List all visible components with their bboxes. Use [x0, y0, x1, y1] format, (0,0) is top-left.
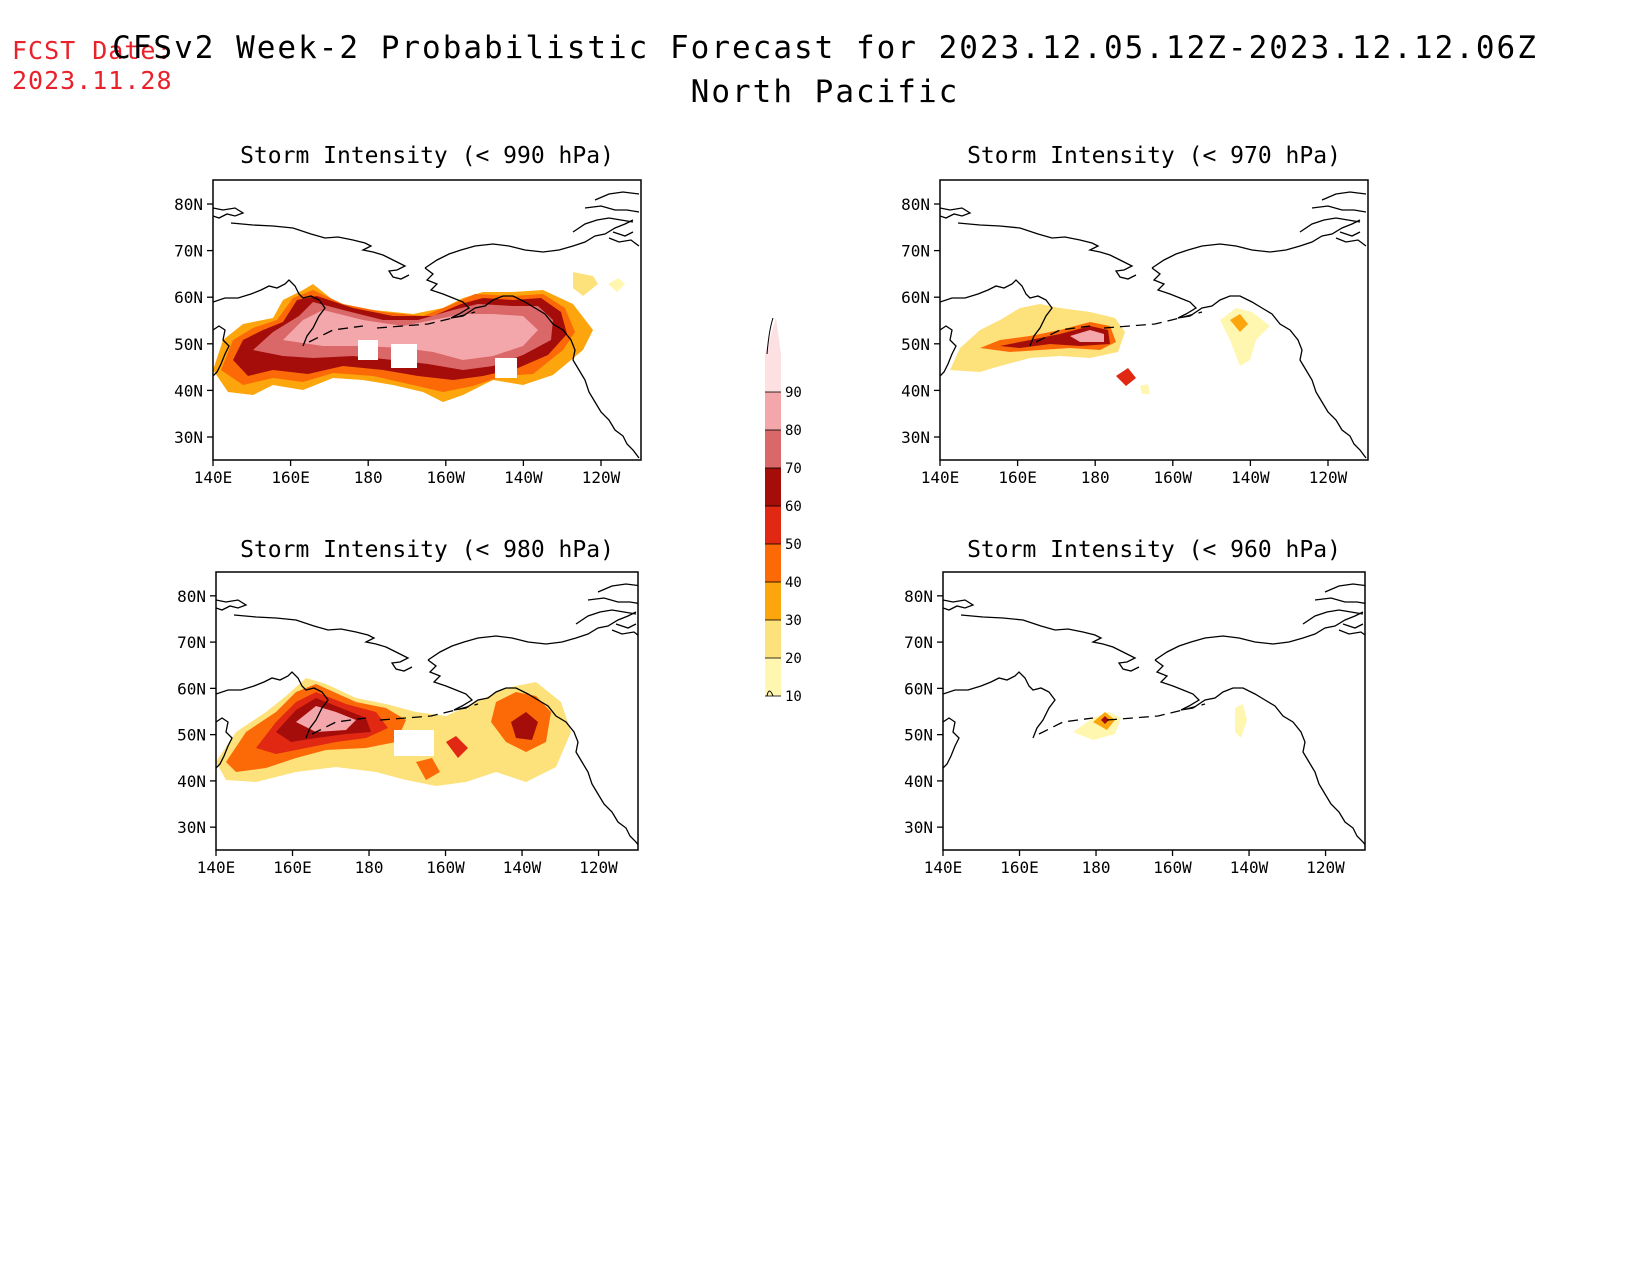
colorbar-label-10: 10 [785, 689, 802, 705]
colorbar-swatch-7 [765, 430, 781, 468]
panel-title-960: Storm Intensity (< 960 hPa) [967, 537, 1341, 563]
region-subtitle: North Pacific [690, 74, 960, 110]
map-panel-960 [942, 571, 1366, 851]
lat-label-60n: 60N [904, 679, 933, 698]
lat-label-80n: 80N [904, 587, 933, 606]
panel-title-990: Storm Intensity (< 990 hPa) [240, 143, 614, 169]
lat-label-70n: 70N [174, 242, 203, 261]
lon-label-120w: 120W [579, 858, 618, 877]
colorbar-bottom-end [766, 690, 774, 697]
colorbar: 10 20 30 40 50 60 70 80 90 [765, 317, 802, 705]
lat-label-60n: 60N [901, 288, 930, 307]
axis-ticks: 80N 70N 60N 50N 40N 30N 140E 160E 180 160W 140W 120… [174, 195, 1348, 877]
lon-label-140w: 140W [503, 858, 542, 877]
colorbar-label-70: 70 [785, 461, 802, 477]
lon-label-140w: 140W [1231, 468, 1270, 487]
map-frame [212, 179, 642, 461]
lon-label-180: 180 [355, 858, 384, 877]
colorbar-label-40: 40 [785, 575, 802, 591]
map-frame [939, 179, 1369, 461]
fcst-date-value: 2023.11.28 [12, 66, 173, 95]
lat-label-80n: 80N [174, 195, 203, 214]
lon-label-140w: 140W [504, 468, 543, 487]
colorbar-top-end [765, 318, 781, 354]
map-frame [215, 571, 639, 851]
lat-label-50n: 50N [901, 335, 930, 354]
lon-label-160e: 160E [273, 858, 312, 877]
colorbar-swatch-3 [765, 582, 781, 620]
lat-label-70n: 70N [177, 633, 206, 652]
colorbar-label-50: 50 [785, 537, 802, 553]
lat-label-80n: 80N [177, 587, 206, 606]
lat-label-80n: 80N [901, 195, 930, 214]
lon-label-160e: 160E [1000, 858, 1039, 877]
lat-label-30n: 30N [174, 428, 203, 447]
lon-label-140e: 140E [924, 858, 963, 877]
lon-label-160w: 160W [426, 858, 465, 877]
map-panel-980 [215, 571, 639, 851]
lon-label-160e: 160E [998, 468, 1037, 487]
colorbar-label-60: 60 [785, 499, 802, 515]
colorbar-swatch-4 [765, 544, 781, 582]
lon-label-180: 180 [1082, 858, 1111, 877]
panel-title-970: Storm Intensity (< 970 hPa) [967, 143, 1341, 169]
lat-label-50n: 50N [174, 335, 203, 354]
lon-label-160w: 160W [1154, 468, 1193, 487]
lon-label-120w: 120W [1309, 468, 1348, 487]
lat-label-50n: 50N [904, 726, 933, 745]
lon-label-120w: 120W [1306, 858, 1345, 877]
lon-label-160w: 160W [427, 468, 466, 487]
lat-label-30n: 30N [177, 818, 206, 837]
lat-label-40n: 40N [174, 381, 203, 400]
colorbar-label-30: 30 [785, 613, 802, 629]
lon-label-180: 180 [1081, 468, 1110, 487]
lon-label-140w: 140W [1230, 858, 1269, 877]
map-panel-970 [939, 179, 1369, 461]
colorbar-label-80: 80 [785, 423, 802, 439]
main-title: CFSv2 Week-2 Probabilistic Forecast for … [112, 30, 1538, 66]
lon-label-140e: 140E [197, 858, 236, 877]
colorbar-swatch-1 [765, 658, 781, 696]
colorbar-swatch-5 [765, 506, 781, 544]
lon-label-180: 180 [354, 468, 383, 487]
map-frame [942, 571, 1366, 851]
lat-label-40n: 40N [901, 381, 930, 400]
map-panel-990 [212, 179, 642, 461]
colorbar-swatch-8 [765, 392, 781, 430]
colorbar-swatch-2 [765, 620, 781, 658]
lon-label-160w: 160W [1153, 858, 1192, 877]
lat-label-40n: 40N [177, 772, 206, 791]
lon-label-120w: 120W [582, 468, 621, 487]
colorbar-swatch-6 [765, 468, 781, 506]
lat-label-70n: 70N [904, 633, 933, 652]
colorbar-label-20: 20 [785, 651, 802, 667]
lon-label-160e: 160E [271, 468, 310, 487]
lat-label-40n: 40N [904, 772, 933, 791]
lat-label-50n: 50N [177, 726, 206, 745]
colorbar-top-outline [766, 317, 774, 355]
colorbar-label-90: 90 [785, 385, 802, 401]
lon-label-140e: 140E [194, 468, 233, 487]
lat-label-60n: 60N [177, 679, 206, 698]
fcst-date-block: FCST Date: 2023.11.28 [12, 36, 173, 96]
lat-label-30n: 30N [904, 818, 933, 837]
lat-label-60n: 60N [174, 288, 203, 307]
panel-title-980: Storm Intensity (< 980 hPa) [240, 537, 614, 563]
lat-label-70n: 70N [901, 242, 930, 261]
colorbar-swatch-9 [765, 354, 781, 392]
lat-label-30n: 30N [901, 428, 930, 447]
fcst-date-label: FCST Date: [12, 36, 173, 65]
lon-label-140e: 140E [921, 468, 960, 487]
